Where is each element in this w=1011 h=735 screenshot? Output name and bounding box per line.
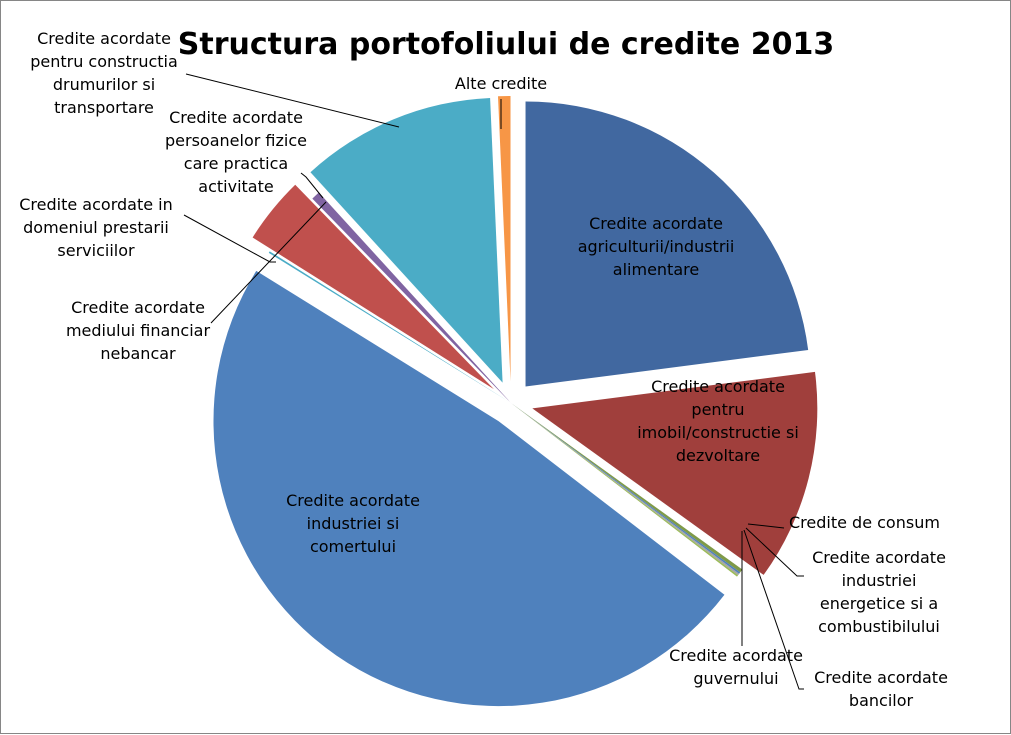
leader-line bbox=[185, 73, 400, 128]
pie-slice bbox=[312, 192, 511, 403]
chart-title: Structura portofoliului de credite 2013 bbox=[178, 27, 834, 62]
pie-slice bbox=[498, 96, 511, 382]
pie-slice bbox=[268, 251, 511, 403]
pie-slice bbox=[213, 270, 725, 707]
pie-slice bbox=[511, 403, 741, 574]
slice-label: Credite acordate guvernului bbox=[669, 646, 803, 688]
slice-label: Credite acordate agriculturii/industrii al… bbox=[578, 214, 735, 279]
leader-line bbox=[210, 201, 327, 324]
pie-slice bbox=[525, 101, 809, 387]
slice-label: Credite acordate industriei si comertului bbox=[286, 491, 420, 556]
leader-line bbox=[743, 529, 804, 690]
pie-slice bbox=[511, 403, 739, 577]
leader-line bbox=[747, 523, 785, 529]
pie-slice bbox=[310, 97, 503, 383]
slice-label: Credite acordate pentru imobil/constructie… bbox=[637, 377, 799, 465]
slice-label: Credite acordate persoanelor fizice care p… bbox=[165, 108, 307, 196]
slice-label: Alte credite bbox=[455, 74, 547, 93]
pie-slice bbox=[252, 184, 494, 390]
pie-slice bbox=[511, 403, 740, 576]
slice-label: Credite de consum bbox=[789, 513, 940, 532]
slice-label: Credite acordate in domeniul prestarii ser… bbox=[19, 195, 172, 260]
slice-label: Credite acordate industriei energetice si … bbox=[812, 548, 946, 636]
slice-label: Credite acordate bancilor bbox=[814, 668, 948, 710]
slice-label: Credite acordate mediului financiar nebanc… bbox=[66, 298, 211, 363]
pie-slice bbox=[532, 371, 818, 575]
pie-slice bbox=[511, 403, 743, 573]
leader-line bbox=[183, 214, 276, 263]
leader-line bbox=[300, 172, 324, 199]
leader-line bbox=[745, 527, 804, 577]
slice-label: Credite acordate pentru constructia drumur… bbox=[30, 29, 178, 117]
